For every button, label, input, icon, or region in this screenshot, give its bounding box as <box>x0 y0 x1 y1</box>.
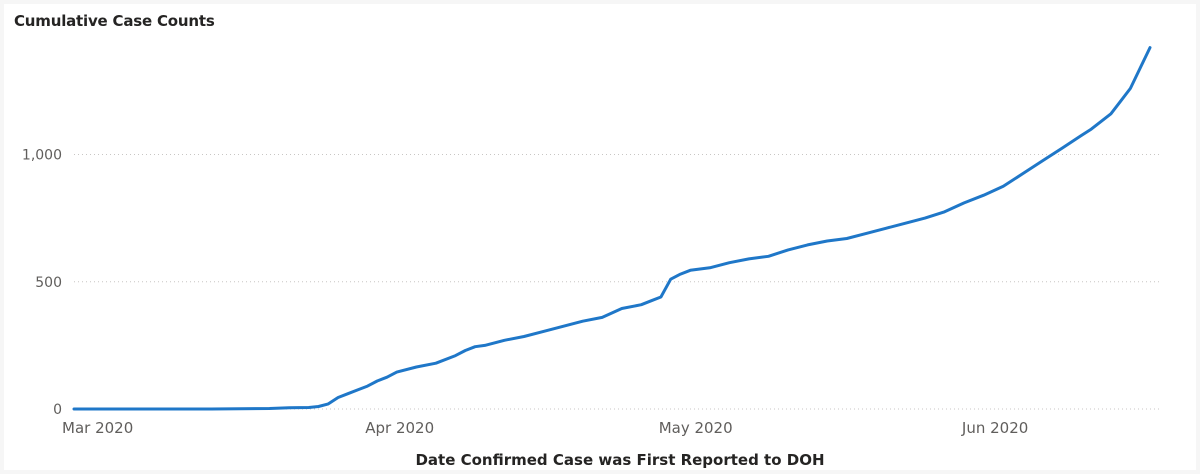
x-axis-ticks: Mar 2020 Apr 2020 May 2020 Jun 2020 <box>62 419 1028 437</box>
chart-title: Cumulative Case Counts <box>14 12 215 30</box>
x-tick-label: Jun 2020 <box>961 419 1028 437</box>
gridlines <box>74 154 1162 410</box>
x-tick-label: Apr 2020 <box>365 419 434 437</box>
y-tick-label: 500 <box>35 275 62 291</box>
x-tick-label: Mar 2020 <box>62 419 133 437</box>
x-axis-label: Date Confirmed Case was First Reported t… <box>415 451 824 469</box>
series-layer <box>72 46 1152 411</box>
x-tick-label: May 2020 <box>659 419 733 437</box>
y-tick-label: 0 <box>53 402 62 418</box>
y-tick-label: 1,000 <box>22 148 62 164</box>
series-line <box>72 46 1152 411</box>
chart-panel <box>4 4 1196 470</box>
y-axis-ticks: 0 500 1,000 <box>22 148 62 418</box>
